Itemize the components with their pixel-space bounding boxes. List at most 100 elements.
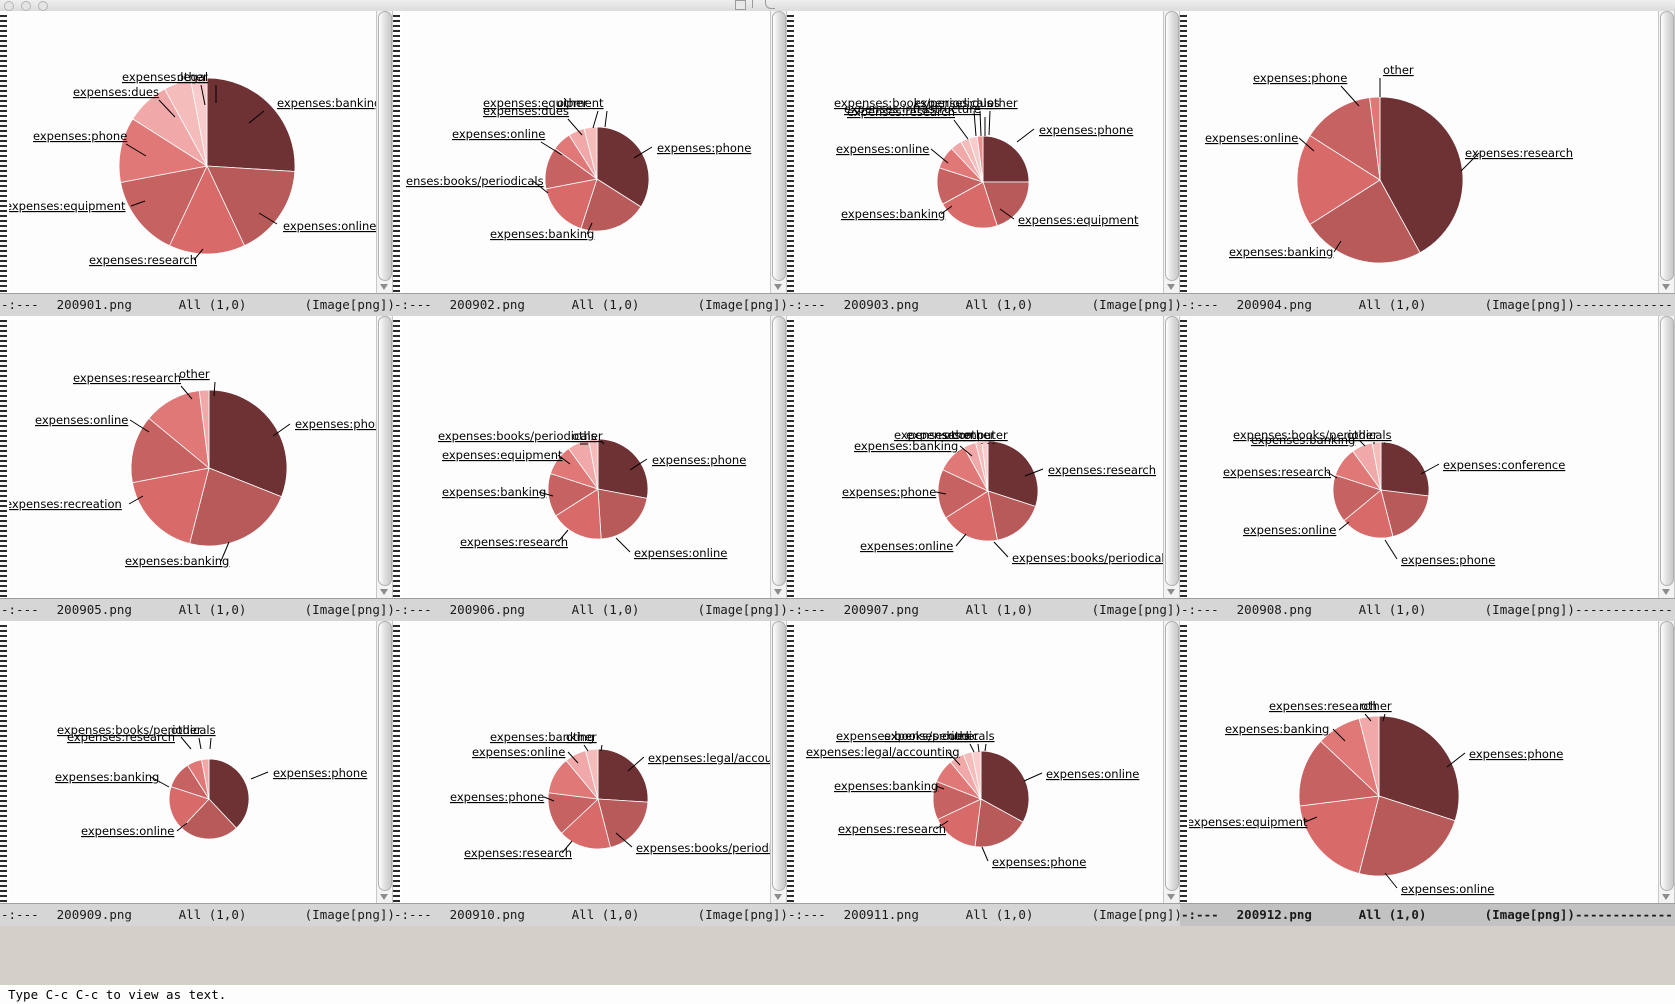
cut-icon[interactable] [752, 0, 759, 8]
toolbar-buttons[interactable] [735, 0, 775, 10]
scroll-down-arrow-icon[interactable] [380, 284, 388, 290]
mode-line[interactable]: -:--- 200912.png All (1,0) (Image[png])----… [1180, 903, 1675, 926]
label-leader-line [1384, 872, 1398, 889]
scroll-down-arrow-icon[interactable] [380, 589, 388, 595]
scrollbar-thumb[interactable] [378, 11, 392, 281]
save-icon[interactable] [735, 0, 746, 10]
emacs-window-200905[interactable]: expenses:phoneexpenses:bankingexpenses:r… [0, 316, 393, 621]
image-canvas[interactable]: expenses:phoneexpenses:bankingexpenses:r… [9, 316, 378, 599]
label-leader-line [213, 381, 216, 397]
toolbar-window-controls[interactable] [4, 1, 48, 11]
scroll-down-arrow-icon[interactable] [1167, 589, 1175, 595]
scroll-down-arrow-icon[interactable] [774, 894, 782, 900]
scroll-down-arrow-icon[interactable] [774, 589, 782, 595]
scroll-down-arrow-icon[interactable] [380, 894, 388, 900]
emacs-window-200904[interactable]: expenses:research expenses:banking expense… [1180, 11, 1675, 316]
image-canvas[interactable]: expenses:phone expenses:equipment expenses… [796, 11, 1165, 294]
pie-slice-label: expenses:research [464, 846, 572, 860]
emacs-window-200907[interactable]: expenses:research expenses:books/periodic… [787, 316, 1180, 621]
label-leader-line [969, 743, 975, 753]
vertical-scrollbar[interactable] [376, 11, 393, 294]
scrollbar-thumb[interactable] [1660, 621, 1674, 891]
pie-slice: expenses:phone [974, 798, 1024, 848]
label-leader-line [128, 495, 144, 505]
emacs-window-200912[interactable]: expenses:phone expenses:online expenses:eq… [1180, 621, 1675, 926]
scrollbar-thumb[interactable] [378, 316, 392, 586]
image-canvas[interactable]: expenses:phone expenses:online expenses:ba… [9, 621, 378, 904]
vertical-scrollbar[interactable] [1163, 316, 1180, 599]
emacs-window-200906[interactable]: expenses:phone expenses:online expenses:re… [393, 316, 787, 621]
vertical-scrollbar[interactable] [770, 621, 787, 904]
scroll-down-arrow-icon[interactable] [1167, 284, 1175, 290]
image-canvas[interactable]: expenses:research expenses:banking expense… [1189, 11, 1675, 294]
image-canvas[interactable]: expenses:online expenses:phone expenses:re… [796, 621, 1165, 904]
label-leader-line [1364, 713, 1372, 722]
scrollbar-thumb[interactable] [772, 11, 786, 281]
pie-slice-label: other [987, 96, 1018, 110]
pie-slice-label: expenses:phone [1469, 747, 1563, 761]
scroll-down-arrow-icon[interactable] [1167, 894, 1175, 900]
image-canvas[interactable]: expenses:phone expenses:online expenses:re… [402, 316, 772, 599]
pie-slice: expenses:online [1296, 134, 1381, 226]
scroll-down-arrow-icon[interactable] [1662, 894, 1670, 900]
label-leader-line [1332, 728, 1346, 742]
scroll-down-arrow-icon[interactable] [774, 284, 782, 290]
emacs-window-200902[interactable]: expenses:phone expenses:bankingexpenses:b… [393, 11, 787, 316]
image-canvas[interactable]: expenses:banking expenses:online expenses:… [9, 11, 378, 294]
pie-slice: expenses:research [555, 488, 602, 540]
image-canvas[interactable]: expenses:phone expenses:online expenses:eq… [1189, 621, 1675, 904]
window-dot-1-icon[interactable] [4, 1, 14, 11]
window-dot-3-icon[interactable] [38, 1, 48, 11]
window-dot-2-icon[interactable] [21, 1, 31, 11]
scroll-down-arrow-icon[interactable] [1662, 589, 1670, 595]
scrollbar-thumb[interactable] [772, 316, 786, 586]
scrollbar-thumb[interactable] [1660, 11, 1674, 281]
scrollbar-thumb[interactable] [1165, 11, 1179, 281]
scrollbar-thumb[interactable] [772, 621, 786, 891]
vertical-scrollbar[interactable] [376, 316, 393, 599]
mode-line-position: All (1,0) [965, 602, 1034, 617]
vertical-scrollbar[interactable] [1658, 316, 1675, 599]
minibuffer[interactable]: Type C-c C-c to view as text. [0, 985, 1675, 1004]
emacs-window-200909[interactable]: expenses:phone expenses:online expenses:ba… [0, 621, 393, 926]
emacs-window-200910[interactable]: expenses:legal/accounting expenses:books/… [393, 621, 787, 926]
image-canvas[interactable]: expenses:conference expenses:phone expense… [1189, 316, 1675, 599]
image-canvas[interactable]: expenses:legal/accounting expenses:books/… [402, 621, 772, 904]
label-leader-line [1338, 521, 1350, 531]
vertical-scrollbar[interactable] [1658, 11, 1675, 294]
scrollbar-thumb[interactable] [378, 621, 392, 891]
vertical-scrollbar[interactable] [376, 621, 393, 904]
emacs-window-200908[interactable]: expenses:conference expenses:phone expense… [1180, 316, 1675, 621]
scrollbar-thumb[interactable] [1660, 316, 1674, 586]
emacs-window-200911[interactable]: expenses:online expenses:phone expenses:re… [787, 621, 1180, 926]
mode-line-filler: ------------- [1574, 297, 1673, 312]
mode-line[interactable]: -:--- 200904.png All (1,0) (Image[png])----… [1180, 293, 1675, 316]
image-canvas[interactable]: expenses:phone expenses:bankingexpenses:b… [402, 11, 772, 294]
label-leader-line [129, 419, 150, 433]
scroll-down-arrow-icon[interactable] [1662, 284, 1670, 290]
undo-icon[interactable] [765, 0, 775, 9]
vertical-scrollbar[interactable] [770, 11, 787, 294]
emacs-window-200903[interactable]: expenses:phone expenses:equipment expenses… [787, 11, 1180, 316]
scrollbar-thumb[interactable] [1165, 621, 1179, 891]
image-canvas[interactable]: expenses:research expenses:books/periodic… [796, 316, 1165, 599]
emacs-window-200901[interactable]: expenses:banking expenses:online expenses:… [0, 11, 393, 316]
vertical-scrollbar[interactable] [1163, 621, 1180, 904]
pie-slice-label: expenses:online [1243, 523, 1336, 537]
vertical-scrollbar[interactable] [1163, 11, 1180, 294]
scrollbar-thumb[interactable] [1165, 316, 1179, 586]
pie-slice-label: expenses:legal [122, 70, 208, 84]
vertical-scrollbar[interactable] [1658, 621, 1675, 904]
vertical-scrollbar[interactable] [770, 316, 787, 599]
pie-labels: expenses:research expenses:banking expense… [1205, 63, 1573, 259]
mode-line[interactable]: -:--- 200908.png All (1,0) (Image[png])----… [1180, 598, 1675, 621]
